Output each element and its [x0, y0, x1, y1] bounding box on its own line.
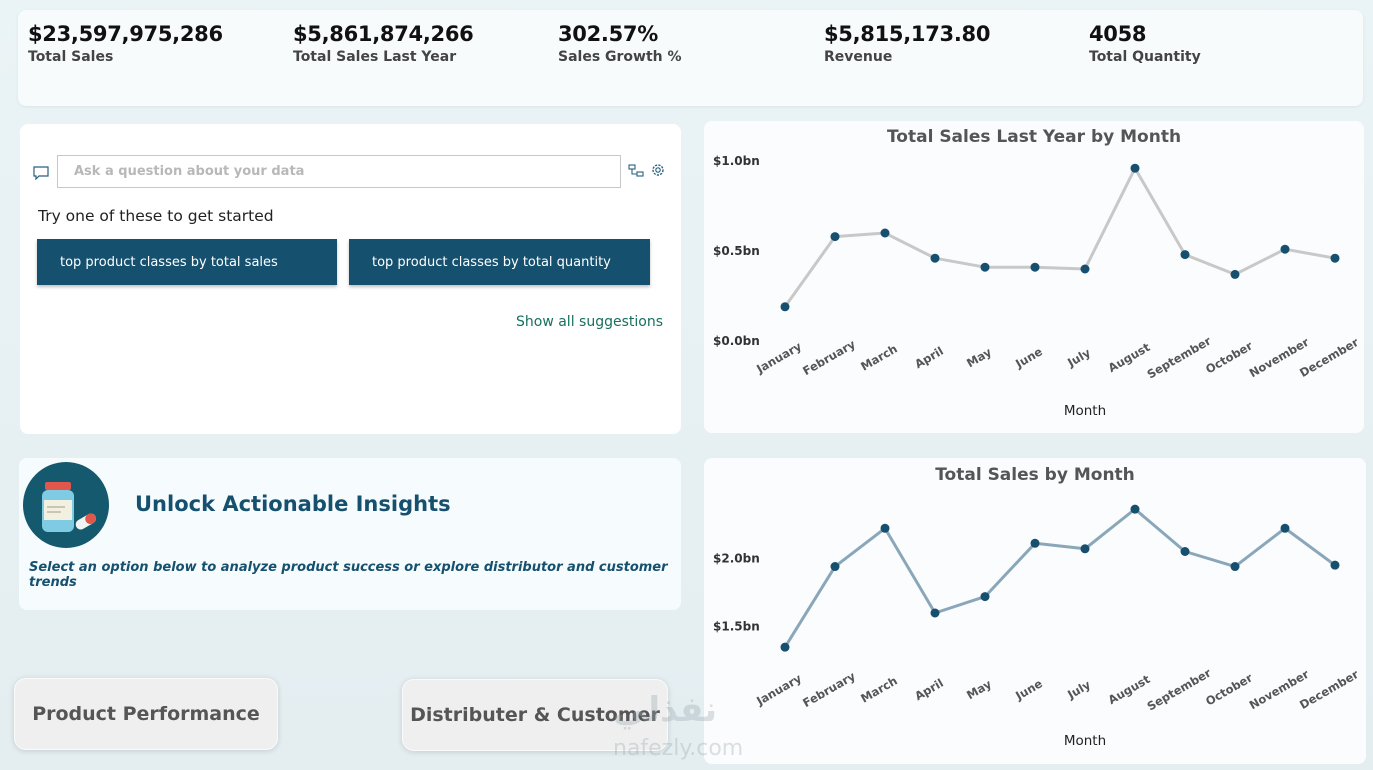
- insights-title: Unlock Actionable Insights: [135, 492, 451, 516]
- x-tick-label: March: [858, 674, 900, 706]
- x-tick-label: September: [1145, 333, 1214, 381]
- show-all-suggestions-link[interactable]: Show all suggestions: [516, 314, 663, 330]
- kpi-value: 302.57%: [558, 22, 658, 46]
- distributor-customer-label: Distributer & Customer: [410, 704, 660, 726]
- data-point: [830, 232, 840, 242]
- data-point: [1080, 544, 1090, 554]
- data-point: [780, 642, 790, 652]
- x-tick-label: July: [1064, 345, 1093, 370]
- data-point: [930, 608, 940, 618]
- medicine-bottle-icon: [23, 462, 109, 548]
- data-point: [1030, 262, 1040, 272]
- kpi-label: Total Sales Last Year: [293, 49, 457, 65]
- qa-input-placeholder: Ask a question about your data: [74, 164, 305, 179]
- data-point: [1130, 504, 1140, 514]
- insights-subtitle: Select an option below to analyze produc…: [29, 560, 668, 590]
- data-point: [1330, 560, 1340, 570]
- series-line: [783, 166, 1336, 308]
- kpi-label: Sales Growth %: [558, 49, 682, 65]
- qa-prompt-text: Try one of these to get started: [38, 207, 274, 225]
- kpi-value: $23,597,975,286: [28, 22, 223, 46]
- chart-sales-current-svg: Total Sales by Month$2.0bn$1.5bnJanuaryF…: [713, 465, 1361, 749]
- x-tick-label: April: [912, 676, 946, 703]
- watermark-arabic: نفذلي: [613, 690, 718, 730]
- x-tick-label: June: [1012, 344, 1045, 371]
- data-point: [1180, 250, 1190, 260]
- y-tick-label: $0.5bn: [713, 244, 760, 258]
- data-point: [1130, 163, 1140, 173]
- kpi-revenue: $5,815,173.80 Revenue: [824, 22, 990, 65]
- kpi-total-sales-last-year: $5,861,874,266 Total Sales Last Year: [293, 22, 474, 65]
- kpi-label: Total Sales: [28, 49, 114, 65]
- watermark-latin: nafezly.com: [613, 736, 744, 761]
- data-point: [880, 228, 890, 238]
- data-point: [980, 262, 990, 272]
- data-point: [1030, 538, 1040, 548]
- data-point: [1230, 269, 1240, 279]
- series-line: [783, 507, 1336, 648]
- x-tick-label: September: [1145, 665, 1214, 713]
- kpi-total-sales: $23,597,975,286 Total Sales: [28, 22, 223, 65]
- kpi-sales-growth: 302.57% Sales Growth %: [558, 22, 682, 65]
- insights-card: Unlock Actionable Insights Select an opt…: [19, 458, 681, 610]
- chart-sales-last-year: Total Sales Last Year by Month $1.0bn $0.5…: [704, 121, 1364, 433]
- y-tick-label: $1.5bn: [713, 620, 760, 634]
- x-tick-label: March: [858, 342, 900, 374]
- data-point: [1280, 523, 1290, 533]
- kpi-label: Revenue: [824, 49, 893, 65]
- y-tick-label: $0.0bn: [713, 334, 760, 348]
- x-tick-label: February: [800, 337, 858, 378]
- product-performance-button[interactable]: Product Performance: [14, 678, 278, 750]
- data-point: [1230, 562, 1240, 572]
- x-tick-label: April: [912, 344, 946, 371]
- kpi-bar: $23,597,975,286 Total Sales $5,861,874,2…: [18, 10, 1363, 106]
- x-tick-label: June: [1012, 676, 1045, 703]
- x-tick-label: May: [964, 345, 994, 371]
- x-tick-label: January: [753, 339, 804, 377]
- watermark: نفذلي nafezly.com: [585, 690, 770, 770]
- y-tick-label: $2.0bn: [713, 551, 760, 565]
- data-point: [1280, 244, 1290, 254]
- kpi-total-quantity: 4058 Total Quantity: [1089, 22, 1201, 65]
- gear-icon[interactable]: [650, 162, 666, 178]
- x-axis-label: Month: [1064, 403, 1106, 419]
- data-point: [980, 592, 990, 602]
- x-tick-label: May: [964, 677, 994, 703]
- kpi-label: Total Quantity: [1089, 49, 1201, 65]
- data-point: [780, 302, 790, 312]
- data-point: [1180, 547, 1190, 556]
- qa-visual: Ask a question about your data Try one o…: [20, 124, 681, 434]
- x-tick-label: July: [1064, 677, 1093, 702]
- data-point: [930, 253, 940, 263]
- data-point: [880, 523, 890, 533]
- suggestion-button-sales[interactable]: top product classes by total sales: [37, 239, 337, 285]
- suggestion-button-quantity[interactable]: top product classes by total quantity: [349, 239, 650, 285]
- x-tick-label: February: [800, 669, 858, 710]
- kpi-value: 4058: [1089, 22, 1147, 46]
- chart-sales-current: Total Sales by Month $2.0bn $1.5bn January F…: [704, 458, 1366, 764]
- qa-question-input[interactable]: Ask a question about your data: [57, 155, 621, 188]
- y-tick-label: $1.0bn: [713, 154, 760, 168]
- chart-title: Total Sales by Month: [935, 465, 1135, 485]
- chart-sales-last-year-svg: Total Sales Last Year by Month $1.0bn $0.5…: [713, 127, 1361, 419]
- data-point: [1330, 253, 1340, 263]
- x-axis-label: Month: [1064, 733, 1106, 749]
- kpi-value: $5,861,874,266: [293, 22, 474, 46]
- chart-title: Total Sales Last Year by Month: [887, 127, 1181, 147]
- distributor-customer-button[interactable]: Distributer & Customer: [402, 679, 668, 751]
- data-point: [830, 562, 840, 572]
- chat-icon: [33, 166, 49, 180]
- data-point: [1080, 264, 1090, 274]
- product-performance-label: Product Performance: [32, 703, 260, 725]
- hierarchy-icon[interactable]: [628, 164, 644, 178]
- kpi-value: $5,815,173.80: [824, 22, 991, 46]
